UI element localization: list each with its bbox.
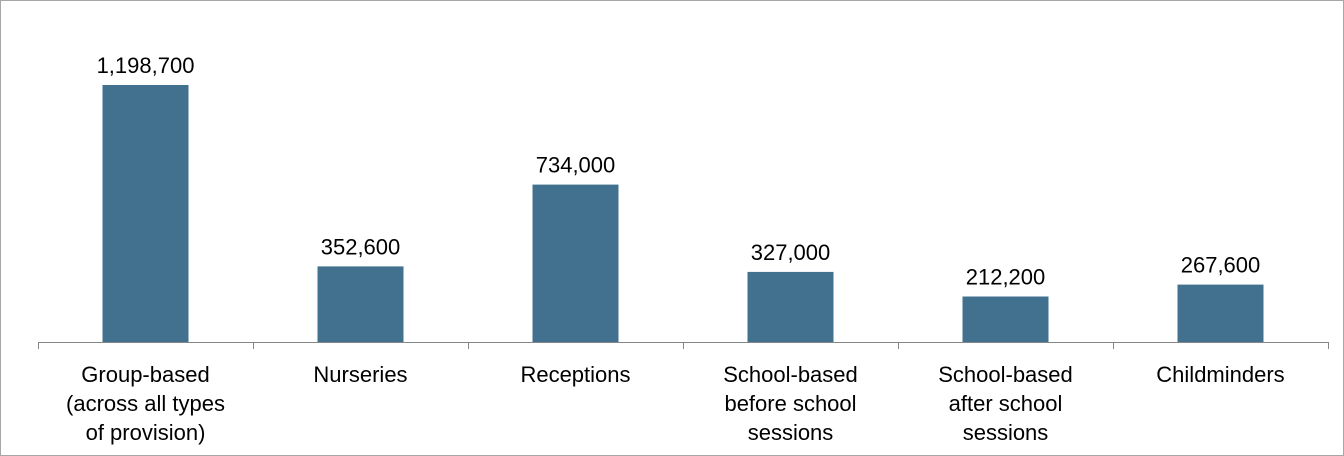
data-label: 734,000 [536,153,616,178]
bar [532,184,619,342]
data-label: 352,600 [321,234,401,259]
bar [102,85,189,342]
x-tick-label-line: Group-based [81,362,209,387]
bars-layer [102,85,1264,342]
x-tick-label-line: sessions [748,420,834,445]
x-tick-label-line: sessions [963,420,1049,445]
x-tick-label-line: Childminders [1156,362,1284,387]
bar [1177,284,1264,342]
bar [962,296,1049,342]
x-axis [38,342,1329,349]
x-tick-label-line: (across all types [66,391,225,416]
x-tick-label: Childminders [1156,362,1284,387]
x-tick-label-line: Receptions [520,362,630,387]
x-tick-label-line: of provision) [86,420,206,445]
category-labels-layer: Group-based (across all types of provision… [66,362,1285,445]
x-tick-label-line: before school [724,391,856,416]
x-tick-label-line: after school [949,391,1063,416]
data-label: 212,200 [966,265,1046,290]
x-tick-label: Receptions [520,362,630,387]
x-tick-label-line: School-based [723,362,858,387]
data-label: 327,000 [751,240,831,265]
x-tick-label-line: Nurseries [313,362,407,387]
x-tick-label: School-based before school sessions [723,362,858,445]
x-tick-label: Nurseries [313,362,407,387]
x-tick-label-line: School-based [938,362,1073,387]
bar [747,271,834,342]
x-tick-label: School-based after school sessions [938,362,1073,445]
value-labels-layer: 1,198,700 352,600 734,000 327,000 212,200 267… [97,53,1261,290]
x-tick-label: Group-based (across all types of provision… [66,362,225,445]
data-label: 1,198,700 [97,53,195,78]
bar [317,266,404,342]
data-label: 267,600 [1181,253,1261,278]
